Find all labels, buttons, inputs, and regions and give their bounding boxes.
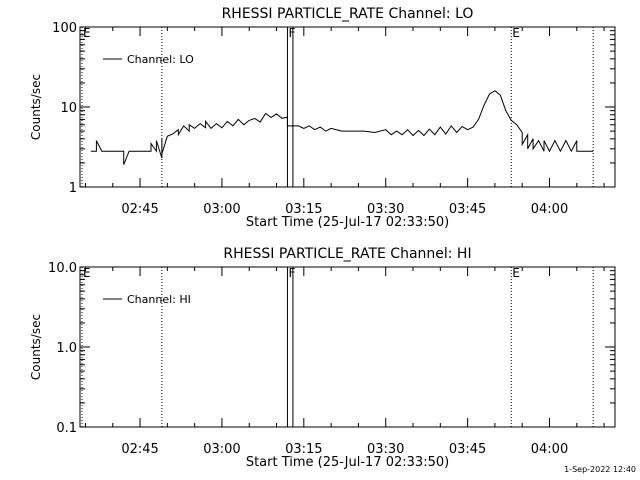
x-tick-label: 03:00 — [203, 442, 240, 457]
x-tick-label: 03:15 — [285, 202, 322, 217]
x-tick-label: 03:45 — [449, 202, 486, 217]
legend-label: Channel: HI — [127, 293, 191, 306]
x-axis-label: Start Time (25-Jul-17 02:33:50) — [246, 215, 449, 230]
plot-frame — [79, 26, 616, 188]
x-tick-label: 03:15 — [285, 442, 322, 457]
x-tick-label: 03:30 — [367, 202, 404, 217]
event-label: E — [512, 26, 520, 40]
y-axis-label: Counts/sec — [29, 314, 43, 380]
event-label: F — [288, 26, 295, 40]
x-tick-label: 04:00 — [531, 442, 568, 457]
y-tick-label: 0.1 — [56, 421, 77, 436]
x-tick-label: 04:00 — [531, 202, 568, 217]
y-tick-label: 100 — [52, 21, 77, 36]
x-tick-label: 03:45 — [449, 442, 486, 457]
x-axis-label: Start Time (25-Jul-17 02:33:50) — [246, 455, 449, 470]
chart-title: RHESSI PARTICLE_RATE Channel: LO — [222, 6, 474, 22]
chart-title: RHESSI PARTICLE_RATE Channel: HI — [223, 246, 471, 262]
event-label: E — [512, 266, 520, 280]
lo-channel-panel: RHESSI PARTICLE_RATE Channel: LO Start Ti… — [29, 6, 616, 230]
y-axis-label: Counts/sec — [29, 74, 43, 140]
plot-frame — [79, 266, 616, 428]
event-label: E — [83, 26, 91, 40]
y-tick-label: 10.0 — [48, 261, 77, 276]
x-tick-label: 02:45 — [121, 202, 158, 217]
event-label: E — [83, 266, 91, 280]
series-line — [90, 90, 594, 165]
y-tick-label: 10 — [60, 101, 77, 116]
event-label: F — [288, 266, 295, 280]
x-tick-label: 03:30 — [367, 442, 404, 457]
x-tick-label: 03:00 — [203, 202, 240, 217]
x-tick-label: 02:45 — [121, 442, 158, 457]
legend-label: Channel: LO — [127, 53, 194, 66]
footer-timestamp: 1-Sep-2022 12:40 — [564, 465, 636, 474]
y-tick-label: 1 — [69, 181, 77, 196]
y-tick-label: 1.0 — [56, 341, 77, 356]
hi-channel-panel: RHESSI PARTICLE_RATE Channel: HI Start Ti… — [29, 246, 616, 470]
